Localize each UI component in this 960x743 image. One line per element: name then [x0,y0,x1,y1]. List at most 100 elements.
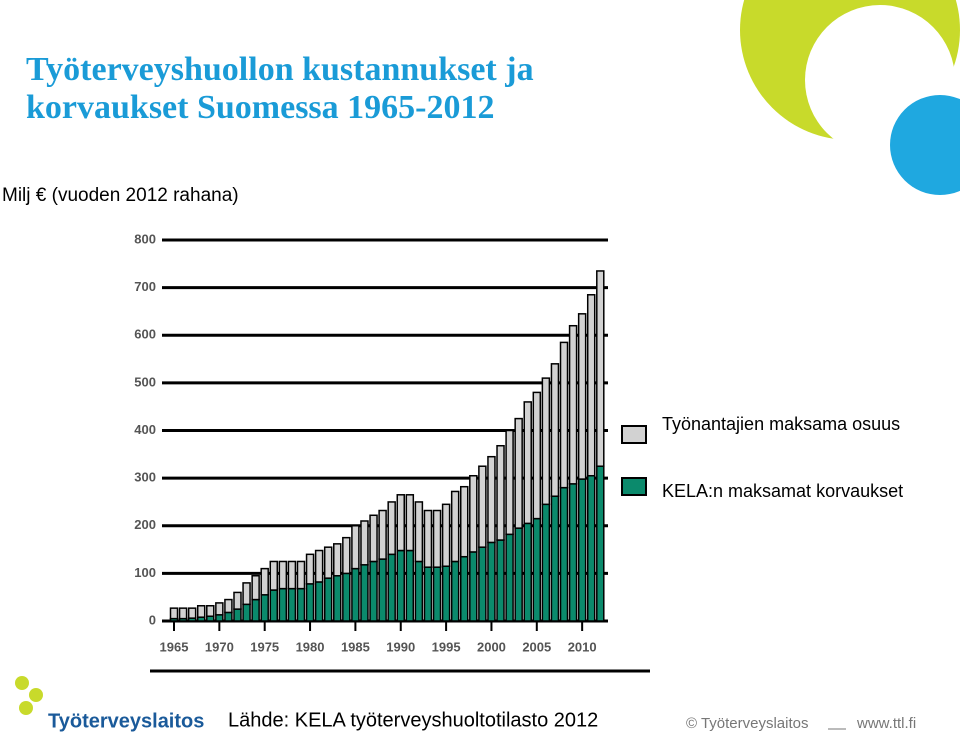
bar-segment [441,503,451,567]
bar-segment [432,509,442,568]
bar-segment [559,341,569,489]
bar-segment [314,581,324,622]
bar-segment [450,490,460,563]
bar-segment [396,549,405,622]
bar-segment [496,539,505,622]
bar-segment [360,520,369,566]
bar-segment [541,503,551,622]
y-tick-label: 0 [149,612,156,627]
legend-label: KELA:n maksamat korvaukset [662,481,903,501]
bar-segment [478,546,487,622]
bar-segment [478,465,487,548]
bar-segment [333,543,342,577]
bar-segment [260,594,269,622]
bar-segment [469,474,478,553]
bar-segment [487,455,496,544]
bar-segment [568,324,578,485]
bar-segment [532,517,542,622]
bar-segment [378,558,387,622]
bar-segment [305,583,315,622]
bar-segment [450,560,460,622]
x-tick-label: 1990 [386,639,415,654]
y-tick-label: 800 [134,231,156,246]
x-tick-label: 1970 [205,639,234,654]
bar-segment [305,553,315,585]
bar-segment [233,608,242,622]
bar-segment [323,577,333,622]
bar-segment [278,560,288,590]
bar-segment [369,514,378,563]
bar-segment [342,572,351,622]
bar-segment [233,591,242,610]
bar-segment [342,536,351,575]
x-tick-label: 1980 [296,639,325,654]
bar-segment [541,377,551,506]
bar-segment [568,483,578,622]
bar-segment [523,522,532,622]
bar-segment [314,549,324,583]
bar-segment [405,494,415,552]
x-tick-label: 1995 [432,639,461,654]
bar-segment [586,474,596,622]
legend-swatch [621,477,647,496]
bar-segment [459,555,469,622]
bar-segment [414,560,424,622]
bar-segment [224,611,233,622]
bar-segment [351,525,360,570]
y-tick-label: 300 [134,470,156,485]
bar-segment [550,495,560,622]
footer-url: www.ttl.fi [856,715,916,732]
bar-segment [505,533,514,622]
bar-segment [523,401,532,525]
bar-segment [178,607,188,620]
bar-segment [514,527,523,622]
bar-segment [423,509,433,568]
x-tick-label: 1975 [250,639,279,654]
bar-segment [169,607,179,620]
x-tick-label: 2000 [477,639,506,654]
bar-segment [378,509,387,560]
y-tick-label: 100 [134,565,156,580]
bar-segment [577,478,587,622]
bar-segment [441,565,451,622]
bar-segment [206,605,215,617]
source: Lähde: KELA työterveyshuoltotilasto 2012 [228,709,598,731]
bar-segment [251,598,260,622]
bar-segment [596,465,605,622]
bar-segment [251,575,260,601]
bar-segment [333,575,342,622]
bar-segment [260,567,269,596]
bar-segment [242,603,251,622]
bar-segment [459,485,469,558]
bar-segment [269,589,279,622]
x-tick-label: 1965 [160,639,189,654]
logo: Työterveyslaitos [15,676,204,732]
decor-circle [890,95,960,195]
bar-segment [351,567,360,622]
legend-label: Työnantajien maksama osuus [662,414,900,434]
bar-segment [278,587,288,622]
bar-segment [423,566,433,622]
bar-segment [296,560,306,590]
bar-segment [387,553,396,622]
bar-segment [596,270,605,467]
title: korvaukset Suomessa 1965-2012 [26,89,494,126]
bar-segment [215,614,224,622]
bar-segment [387,501,396,556]
bar-segment [469,551,478,622]
bar-segment [296,587,306,622]
bar-segment [269,560,279,591]
title: Työterveyshuollon kustannukset ja [26,51,534,88]
bar-segment [224,598,233,614]
bar-segment [242,582,251,606]
x-tick-label: 2005 [522,639,551,654]
subtitle: Milj € (vuoden 2012 rahana) [2,185,239,206]
bar-segment [586,294,596,477]
bar-segment [369,560,378,622]
bar-segment [287,587,297,622]
bar-segment [487,541,496,622]
y-tick-label: 600 [134,327,156,342]
bar-segment [432,566,442,622]
legend-swatch [621,425,647,444]
bar-segment [414,501,424,563]
